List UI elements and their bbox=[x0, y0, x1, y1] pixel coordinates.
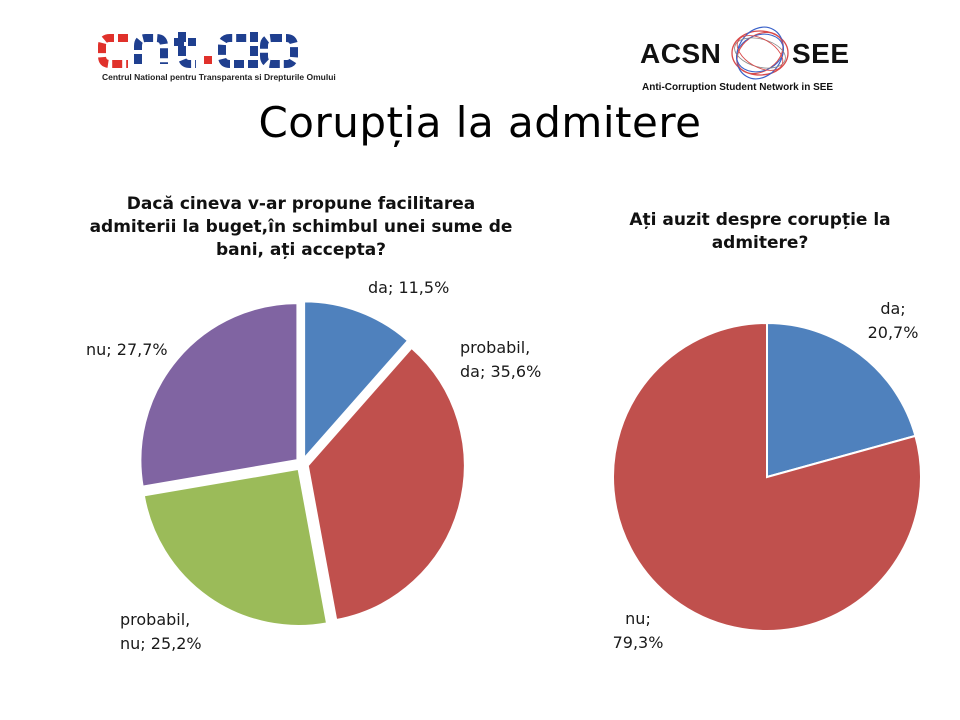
chart-2-label-da: da; 20,7% bbox=[868, 299, 919, 342]
see-text: SEE bbox=[792, 38, 850, 69]
chart-1-title: Dacă cineva v-ar propune facilitarea adm… bbox=[89, 194, 513, 260]
globe-network-icon bbox=[731, 26, 789, 80]
chart-1-label-probabil-da: probabil, da; 35,6% bbox=[460, 338, 541, 381]
chart-1-slice-probabil-da bbox=[306, 346, 466, 622]
chart-1-label-probabil-nu: probabil, nu; 25,2% bbox=[120, 610, 202, 653]
acsn-text: ACSN bbox=[640, 38, 722, 69]
chart-2-title: Ați auzit despre corupție la admitere? bbox=[629, 210, 891, 253]
chart-1-label-da: da; 11,5% bbox=[368, 278, 449, 297]
chart-2-label-nu: nu; 79,3% bbox=[613, 609, 664, 652]
acsn-see-logo: ACSN SEE Anti-Corruption Student Network… bbox=[640, 24, 890, 104]
chart-1-slice-da bbox=[303, 300, 410, 462]
chart-1-label-nu: nu; 27,7% bbox=[86, 340, 168, 359]
cntdo-wordmark-icon bbox=[98, 32, 298, 68]
chart-1-slice-probabil-nu bbox=[142, 467, 329, 627]
cntdo-subtitle: Centrul National pentru Transparenta si … bbox=[102, 72, 336, 82]
chart-2-slice-da bbox=[766, 321, 917, 479]
chart-1-slice-nu bbox=[139, 302, 299, 488]
acsn-subtitle: Anti-Corruption Student Network in SEE bbox=[642, 82, 834, 93]
cntdo-logo: Centrul National pentru Transparenta si … bbox=[98, 30, 336, 90]
chart-2-slice-nu bbox=[612, 321, 922, 632]
slide-title: Corupția la admitere bbox=[258, 98, 702, 147]
